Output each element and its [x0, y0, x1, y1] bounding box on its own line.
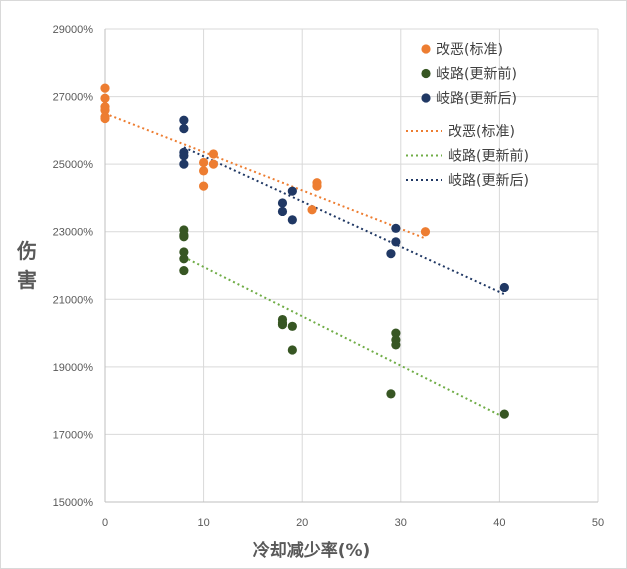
x-tick-label: 10 — [197, 517, 209, 529]
data-point — [391, 223, 401, 233]
data-point — [420, 227, 431, 237]
tick-labels: 15000% 17000% 19000% 21000% 23000% 25000% 2700… — [53, 24, 605, 529]
data-point — [179, 115, 189, 125]
legend-label: 改恶(标准) — [436, 42, 503, 58]
data-point — [179, 254, 189, 264]
data-point — [199, 157, 209, 168]
x-tick-label: 30 — [395, 517, 407, 529]
data-point — [391, 340, 401, 350]
data-point — [277, 198, 288, 208]
y-tick-label: 19000% — [53, 362, 94, 374]
x-tick-label: 50 — [592, 517, 604, 529]
data-point — [208, 159, 219, 169]
data-point — [391, 328, 401, 338]
data-point — [499, 409, 509, 419]
data-point — [179, 124, 189, 134]
data-point — [287, 345, 297, 355]
legend-label: 岐路(更新后) — [436, 91, 517, 107]
data-point — [179, 265, 189, 276]
data-point — [100, 83, 110, 93]
trend-line — [183, 256, 505, 419]
data-point — [386, 389, 396, 399]
data-point — [199, 181, 209, 191]
trend-lines — [104, 112, 505, 419]
data-points — [100, 83, 509, 419]
y-tick-label: 21000% — [53, 294, 94, 306]
data-point — [100, 105, 110, 115]
y-tick-label: 23000% — [53, 227, 94, 239]
data-point — [179, 159, 189, 169]
y-tick-label: 15000% — [53, 497, 94, 509]
data-point — [100, 113, 110, 124]
legend-trend-label: 岐路(更新后) — [448, 173, 529, 189]
x-tick-label: 0 — [102, 517, 108, 529]
data-point — [179, 232, 189, 242]
legend-marker — [421, 68, 431, 79]
y-tick-label: 17000% — [53, 429, 94, 441]
data-point — [307, 205, 317, 215]
grid-lines — [104, 28, 599, 503]
trend-line — [104, 112, 426, 240]
data-point — [287, 321, 297, 331]
y-tick-label: 25000% — [53, 159, 94, 171]
legend-trend-label: 岐路(更新前) — [448, 148, 529, 165]
data-point — [287, 215, 297, 225]
data-point — [100, 93, 110, 103]
data-point — [499, 282, 509, 293]
data-point — [287, 186, 297, 196]
y-axis-label-line2: 害 — [17, 268, 37, 292]
legend: 改恶(标准) 岐路(更新前) 岐路(更新后) 改恶(标准) 岐路(更新前) 岐路(更新后) — [406, 42, 529, 189]
data-point — [391, 237, 401, 247]
axes — [104, 29, 598, 503]
data-point — [277, 206, 288, 217]
trend-line — [183, 146, 505, 296]
data-point — [277, 320, 288, 330]
data-point — [208, 149, 219, 159]
legend-label: 岐路(更新前) — [436, 66, 517, 83]
data-point — [312, 181, 322, 191]
y-tick-label: 27000% — [53, 92, 94, 104]
data-point — [386, 249, 396, 259]
x-tick-label: 20 — [296, 517, 308, 529]
legend-marker — [421, 93, 431, 103]
y-tick-label: 29000% — [53, 24, 94, 36]
x-axis-label: 冷却减少率(%) — [253, 540, 371, 561]
y-axis-label-line1: 伤 — [16, 239, 37, 263]
data-point — [179, 151, 189, 161]
x-tick-label: 40 — [493, 517, 505, 529]
legend-trend-label: 改恶(标准) — [448, 124, 515, 140]
data-point — [179, 247, 189, 257]
data-point — [199, 166, 209, 176]
legend-marker — [421, 44, 431, 54]
